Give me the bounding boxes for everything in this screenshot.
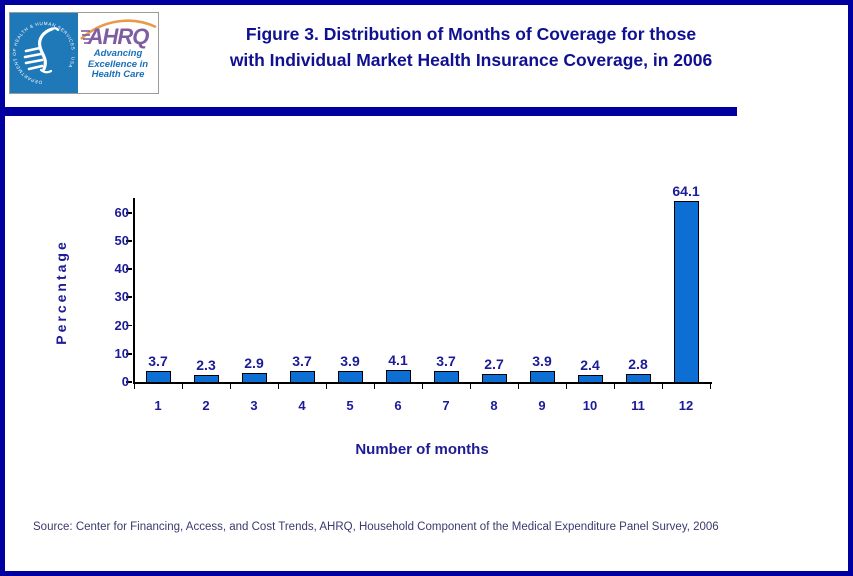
figure-title-line2: with Individual Market Health Insurance … [229,50,713,70]
y-tick-mark [126,268,132,270]
y-tick-label: 20 [114,317,129,333]
bar [241,373,267,384]
x-tick-mark [661,383,664,389]
x-tick-mark [229,383,232,389]
x-category-label: 8 [490,398,498,413]
bar-value-label: 3.7 [292,353,312,370]
bar-value-label: 2.4 [580,356,600,373]
bar [193,375,219,384]
x-tick-mark [565,383,568,389]
x-tick-mark [469,383,472,389]
x-category-label: 1 [154,398,162,413]
x-tick-mark [373,383,376,389]
bar-value-label: 2.9 [244,355,264,372]
bar-value-label: 4.1 [388,351,408,368]
bar-value-label: 3.7 [148,353,168,370]
x-tick-mark [325,383,328,389]
y-tick-label: 0 [121,374,129,389]
x-category-label: 6 [394,398,402,413]
bar-value-label: 2.7 [484,355,504,372]
x-category-label: 4 [298,398,306,413]
bar [481,373,507,384]
hhs-eagle-icon: DEPARTMENT OF HEALTH & HUMAN SERVICES · … [12,21,75,85]
bar [529,370,555,384]
y-tick-label: 50 [114,233,129,248]
x-tick-mark [133,383,136,389]
bar-value-label: 3.9 [340,352,360,369]
bar [673,200,699,384]
y-tick-label: 10 [114,345,129,361]
bar [433,371,459,384]
ahrq-swoosh-icon [80,19,157,40]
x-axis-title: Number of months [355,441,489,458]
y-tick-mark [126,352,132,355]
x-category-label: 9 [538,398,546,413]
y-axis-line [132,198,135,384]
y-tick-mark [126,381,132,383]
figure-title: Figure 3. Distribution of Months of Cove… [165,21,777,73]
bar [385,369,411,384]
bar [577,374,603,384]
x-tick-mark [421,383,424,389]
ahrq-brand: AHRQ Advancing Excellence in Health Care [78,13,158,93]
x-category-label: 2 [202,398,210,413]
ahrq-wordmark: AHRQ [87,24,150,49]
tagline-line: Advancing [93,48,143,59]
bar-value-label: 3.9 [532,352,552,369]
y-tick-mark [126,324,132,327]
y-tick-mark [126,211,132,214]
hhs-ahrq-logo: DEPARTMENT OF HEALTH & HUMAN SERVICES · … [9,12,159,94]
source-note: Source: Center for Financing, Access, an… [33,521,719,533]
bar [145,371,171,384]
bar [337,370,363,384]
y-tick-label: 30 [114,289,129,305]
x-tick-mark [613,383,616,389]
y-tick-mark [126,296,132,299]
y-tick-label: 40 [114,261,129,277]
x-category-label: 12 [678,398,694,413]
x-axis-line [132,381,712,384]
header-divider-bar [0,107,737,116]
tagline-line: Health Care [91,69,145,80]
x-tick-mark [277,383,280,389]
bar-value-label: 3.7 [436,353,456,370]
x-tick-mark [709,383,712,389]
x-tick-mark [181,383,184,389]
x-category-label: 11 [631,398,645,413]
hhs-seal: DEPARTMENT OF HEALTH & HUMAN SERVICES · … [10,13,78,93]
y-tick-label: 60 [114,204,129,220]
x-category-label: 10 [582,398,598,413]
bar-value-label: 2.8 [628,355,648,372]
x-tick-mark [517,383,520,389]
bar-value-label: 2.3 [196,357,216,373]
bar [625,373,651,384]
y-axis-title: Percentage [53,239,69,345]
x-category-label: 3 [250,398,258,413]
figure-title-line1: Figure 3. Distribution of Months of Cove… [245,24,697,44]
y-tick-mark [126,240,132,242]
bar-value-label: 64.1 [672,182,700,199]
bar [289,371,315,384]
ahrq-tagline: Advancing Excellence in Health Care [78,48,158,81]
tagline-line: Excellence in [87,58,149,70]
x-category-label: 5 [346,398,354,413]
ahrq-stripes-icon [81,30,90,44]
x-category-label: 7 [442,398,450,413]
